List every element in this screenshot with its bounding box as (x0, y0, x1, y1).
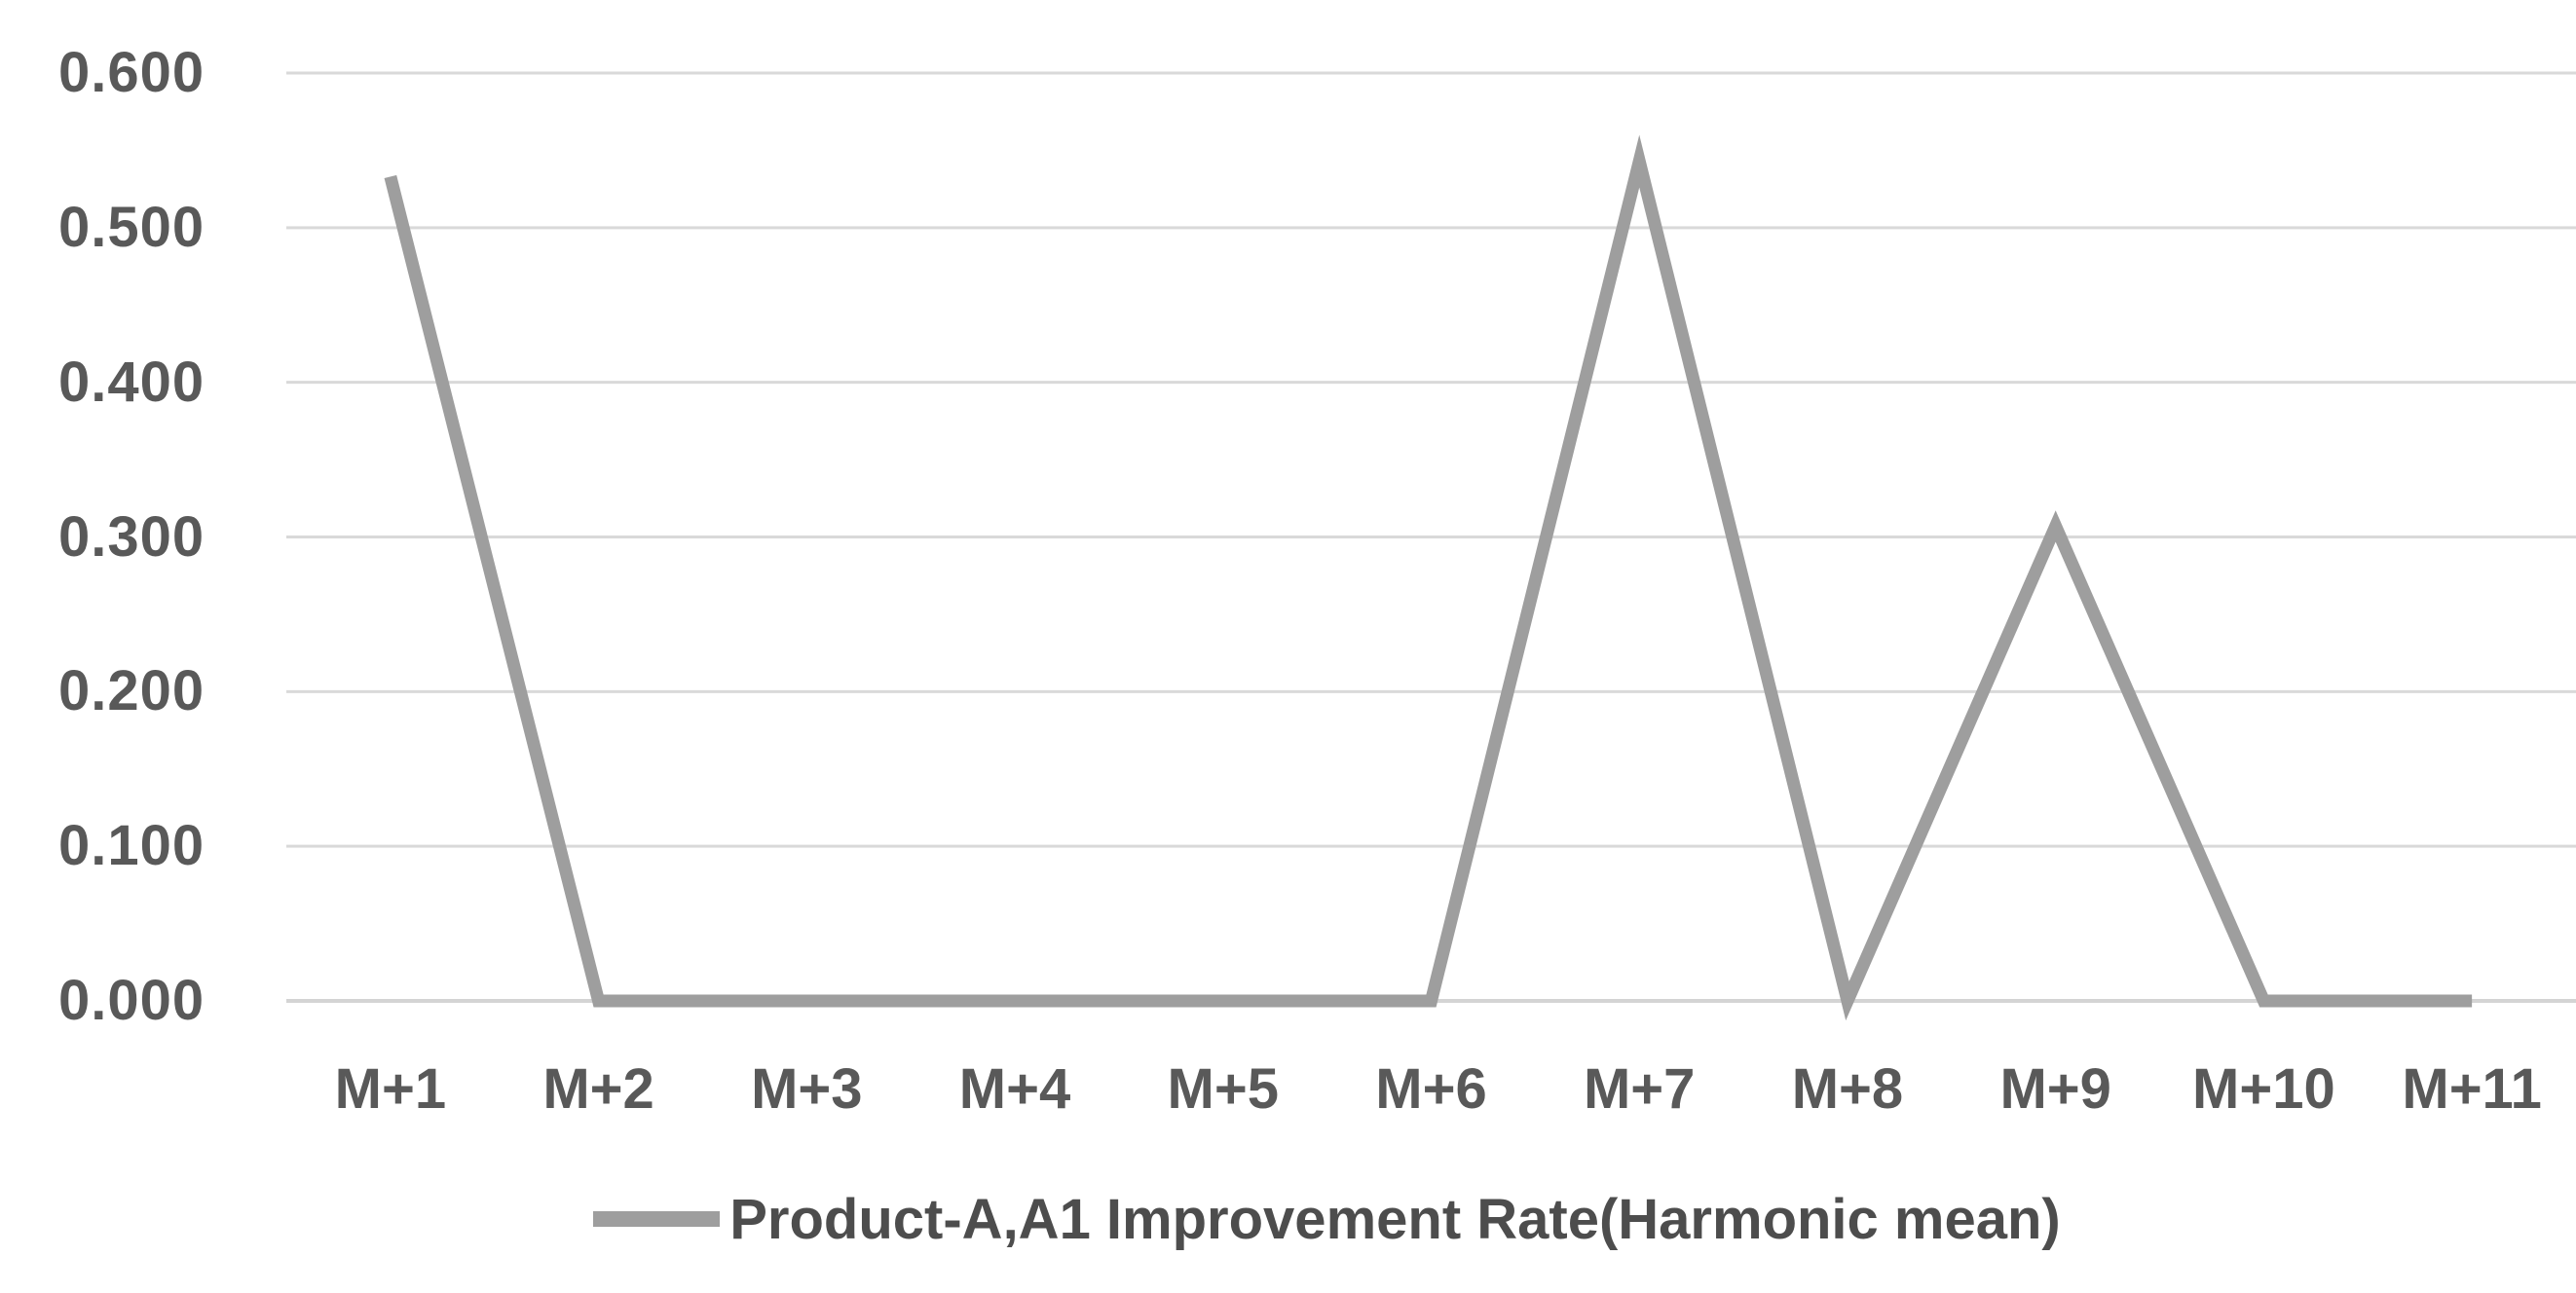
x-tick-label: M+7 (1583, 1057, 1696, 1121)
y-tick-label: 0.300 (58, 504, 205, 569)
y-tick-label: 0.600 (58, 41, 205, 104)
y-tick-label: 0.200 (58, 659, 205, 723)
x-tick-label: M+3 (751, 1057, 863, 1121)
legend-label: Product-A,A1 Improvement Rate(Harmonic m… (729, 1187, 2061, 1251)
x-tick-label: M+6 (1375, 1057, 1487, 1121)
x-tick-label: M+11 (2402, 1057, 2542, 1121)
improvement-rate-line-chart: 0.600 0.500 0.400 0.300 0.200 0.100 0.000 M+1 M… (39, 16, 2576, 1277)
x-tick-label: M+8 (1791, 1057, 1904, 1121)
x-tick-label: M+5 (1167, 1057, 1279, 1121)
x-tick-label: M+2 (542, 1057, 654, 1121)
y-tick-label: 0.500 (58, 195, 205, 259)
y-tick-label: 0.400 (58, 350, 205, 414)
chart-canvas (286, 71, 2576, 1021)
series-line (384, 134, 2473, 1021)
y-tick-label: 0.100 (58, 814, 205, 878)
x-tick-label: M+9 (1999, 1057, 2111, 1121)
y-tick-label: 0.000 (58, 969, 205, 1032)
x-tick-label: M+10 (2192, 1057, 2335, 1121)
x-tick-label: M+1 (334, 1057, 447, 1121)
legend-line-marker-icon (593, 1211, 721, 1227)
x-tick-label: M+4 (958, 1057, 1071, 1121)
legend: Product-A,A1 Improvement Rate(Harmonic m… (39, 1176, 2576, 1262)
